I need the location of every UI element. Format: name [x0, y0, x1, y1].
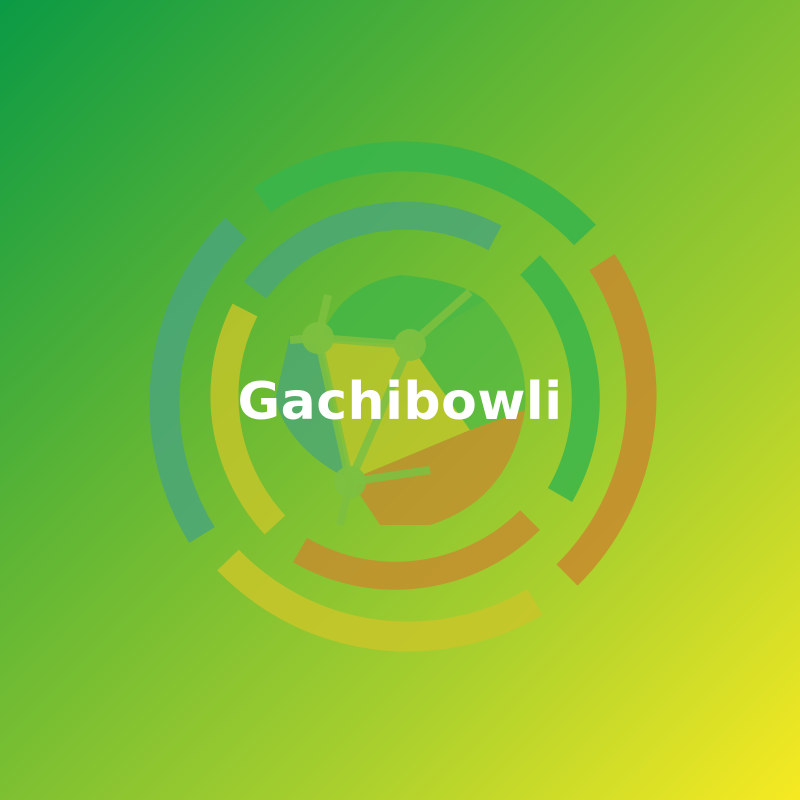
outer-arc-right — [556, 253, 657, 586]
globe-quadrant-top — [320, 275, 485, 345]
globe-quadrant-center — [320, 340, 470, 480]
outer-arc-left — [149, 217, 247, 543]
inner-arc-bottom — [292, 509, 540, 590]
outer-arc-top — [253, 141, 596, 246]
network-node — [334, 466, 366, 498]
inner-arc-left — [210, 303, 286, 535]
inner-arc-right — [519, 255, 600, 503]
inner-arc-top — [243, 201, 502, 299]
network-node — [394, 329, 426, 361]
globe-quadrant-right — [410, 300, 526, 430]
network-node — [302, 322, 334, 354]
outer-arc-bottom — [217, 549, 543, 652]
logo-title: Gachibowli — [237, 372, 563, 432]
globe-quadrant-bottom — [350, 410, 525, 525]
globe-quadrant-left — [275, 335, 350, 480]
